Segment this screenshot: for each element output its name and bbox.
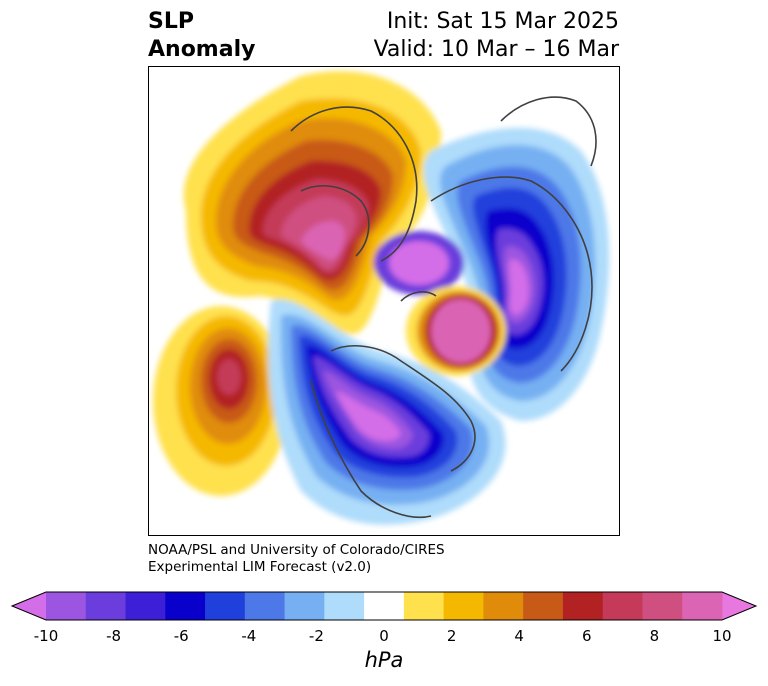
init-date: Init: Sat 15 Mar 2025 [386, 9, 619, 34]
colorbar [10, 591, 758, 621]
colorbar-segment [682, 592, 723, 620]
colorbar-segment [523, 592, 564, 620]
colorbar-tick-label: -8 [106, 627, 122, 645]
credit-line-2: Experimental LIM Forecast (v2.0) [148, 559, 372, 575]
colorbar-segment [443, 592, 484, 620]
title-subtitle: Anomaly [148, 37, 256, 62]
colorbar-segment [85, 592, 127, 620]
negative-anomaly-greenland [374, 231, 464, 295]
colorbar-unit: hPa [364, 648, 404, 672]
colorbar-extend-low [12, 592, 46, 620]
colorbar-segment [642, 592, 683, 620]
colorbar-tick-label: -4 [241, 627, 257, 645]
credit-block: NOAA/PSL and University of Colorado/CIRE… [148, 542, 445, 576]
colorbar-tick-label: -10 [33, 627, 59, 645]
valid-range: Valid: 10 Mar – 16 Mar [373, 37, 619, 62]
colorbar-extend-high [722, 592, 756, 620]
map-panel [148, 66, 620, 536]
colorbar-segment [165, 592, 206, 620]
credit-line-1: NOAA/PSL and University of Colorado/CIRE… [148, 542, 445, 558]
colorbar-segment [125, 592, 166, 620]
colorbar-segment [46, 592, 87, 620]
colorbar-segment [364, 592, 405, 620]
colorbar-tick-label: -2 [308, 627, 324, 645]
colorbar-tick-label: 4 [514, 627, 524, 645]
title-right: Init: Sat 15 Mar 2025 Valid: 10 Mar – 16… [374, 8, 619, 64]
negative-anomaly-eurasia [423, 127, 610, 421]
colorbar-tick-label: 8 [649, 627, 660, 645]
colorbar-segment [205, 592, 246, 620]
negative-anomaly-united-states [268, 299, 506, 525]
colorbar-segment [403, 592, 445, 620]
colorbar-segment [324, 592, 365, 620]
colorbar-outline [10, 591, 758, 621]
title-variable: SLP [148, 9, 194, 34]
positive-anomaly-north-america [183, 71, 442, 335]
colorbar-segment [562, 592, 604, 620]
anomaly-map [153, 71, 610, 525]
colorbar-segment [284, 592, 325, 620]
coastlines [290, 96, 597, 518]
title-left: SLP Anomaly [148, 8, 255, 64]
colorbar-tick-label: 2 [446, 627, 457, 645]
colorbar-tick-label: -6 [173, 627, 189, 645]
colorbar-tick-label: 10 [712, 627, 732, 645]
colorbar-segment [602, 592, 643, 620]
colorbar-tick-label: 6 [582, 627, 592, 645]
negative-anomaly-arctic [406, 286, 506, 376]
colorbar-tick-label: 0 [379, 627, 389, 645]
colorbar-segment [483, 592, 524, 620]
colorbar-segment [244, 592, 286, 620]
positive-anomaly-pacific [153, 306, 289, 496]
